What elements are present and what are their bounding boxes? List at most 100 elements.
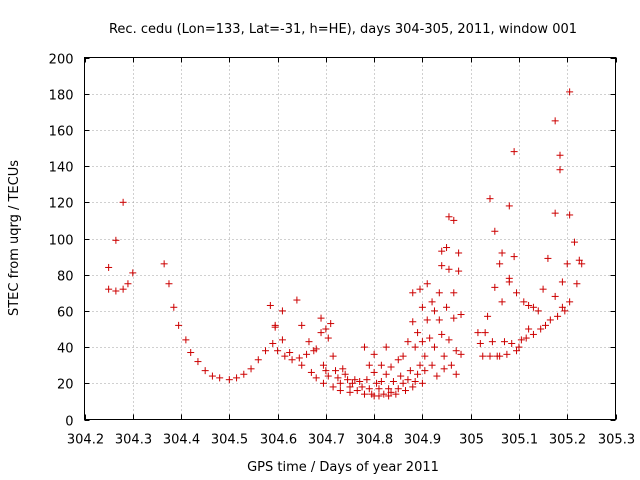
data-point [208,372,216,380]
data-point [428,361,436,369]
data-point [281,352,289,360]
data-point [409,318,417,326]
data-point [496,352,504,360]
x-tick-label: 304.9 [404,433,441,448]
data-point [563,260,571,268]
y-tick-label: 40 [57,342,74,357]
y-tick-label: 20 [57,378,74,393]
data-point [566,88,574,96]
data-point [194,358,202,366]
data-point [399,352,407,360]
x-tick-label: 304.5 [211,433,248,448]
data-point [496,260,504,268]
data-point [498,249,506,257]
data-point [377,377,385,385]
data-point [182,336,190,344]
data-point [312,374,320,382]
data-point [307,368,315,376]
data-point [430,343,438,351]
data-point [298,361,306,369]
data-point [452,370,460,378]
data-point [385,392,393,400]
data-point [201,367,209,375]
data-point [508,339,516,347]
data-point [513,347,521,355]
data-point [303,350,311,358]
x-tick-label: 305 [459,433,484,448]
data-point [484,312,492,320]
data-point [269,339,277,347]
data-point [360,343,368,351]
data-point [537,325,545,333]
data-point [360,390,368,398]
data-point [317,314,325,322]
data-point [370,368,378,376]
data-point [558,278,566,286]
data-point [450,289,458,297]
y-tick-label: 80 [57,270,74,285]
data-point [522,334,530,342]
data-point [274,347,282,355]
y-tick-label: 100 [49,234,74,249]
data-point [363,376,371,384]
data-point [488,338,496,346]
data-point [435,289,443,297]
data-point [409,383,417,391]
data-point [561,307,569,315]
data-point [327,320,335,328]
data-point [278,336,286,344]
data-point [570,238,578,246]
data-point [105,263,113,271]
data-point [336,387,344,395]
data-point [510,148,518,156]
data-point [510,253,518,261]
data-point [443,244,451,252]
x-tick-label: 305.2 [549,433,586,448]
data-point [365,361,373,369]
data-point [529,303,537,311]
x-tick-label: 304.7 [308,433,345,448]
data-point [505,202,513,210]
data-point [440,365,448,373]
data-point [418,379,426,387]
data-point [503,350,511,358]
data-point [341,370,349,378]
grid-lines [84,57,616,420]
data-point [305,338,313,346]
data-point [353,387,361,395]
data-point [421,367,429,375]
data-point [112,287,120,295]
data-point [295,354,303,362]
data-point [278,307,286,315]
data-point [455,267,463,275]
y-tick-label: 140 [49,161,74,176]
y-tick-label: 160 [49,125,74,140]
data-point [578,260,586,268]
x-axis-tick-labels: 304.2 304.3 304.4 304.5 304.6 304.7 304.8 304.9… [67,433,635,448]
x-axis-label: GPS time / Days of year 2011 [247,460,439,475]
data-point [382,343,390,351]
data-point [406,367,414,375]
data-point [438,262,446,270]
data-point [105,285,113,293]
data-point [317,329,325,337]
data-point [286,349,294,357]
data-point [539,285,547,293]
data-point [430,307,438,315]
data-point [332,367,340,375]
data-point [329,352,337,360]
data-point [344,376,352,384]
data-point [575,256,583,264]
data-point [438,247,446,255]
data-point [529,330,537,338]
data-point [271,323,279,331]
data-point [402,387,410,395]
x-tick-label: 304.8 [356,433,393,448]
x-tick-label: 304.6 [260,433,297,448]
data-point [445,336,453,344]
y-tick-label: 200 [49,53,74,68]
data-point [216,374,224,382]
data-point [450,216,458,224]
data-point [339,365,347,373]
data-point [322,325,330,333]
